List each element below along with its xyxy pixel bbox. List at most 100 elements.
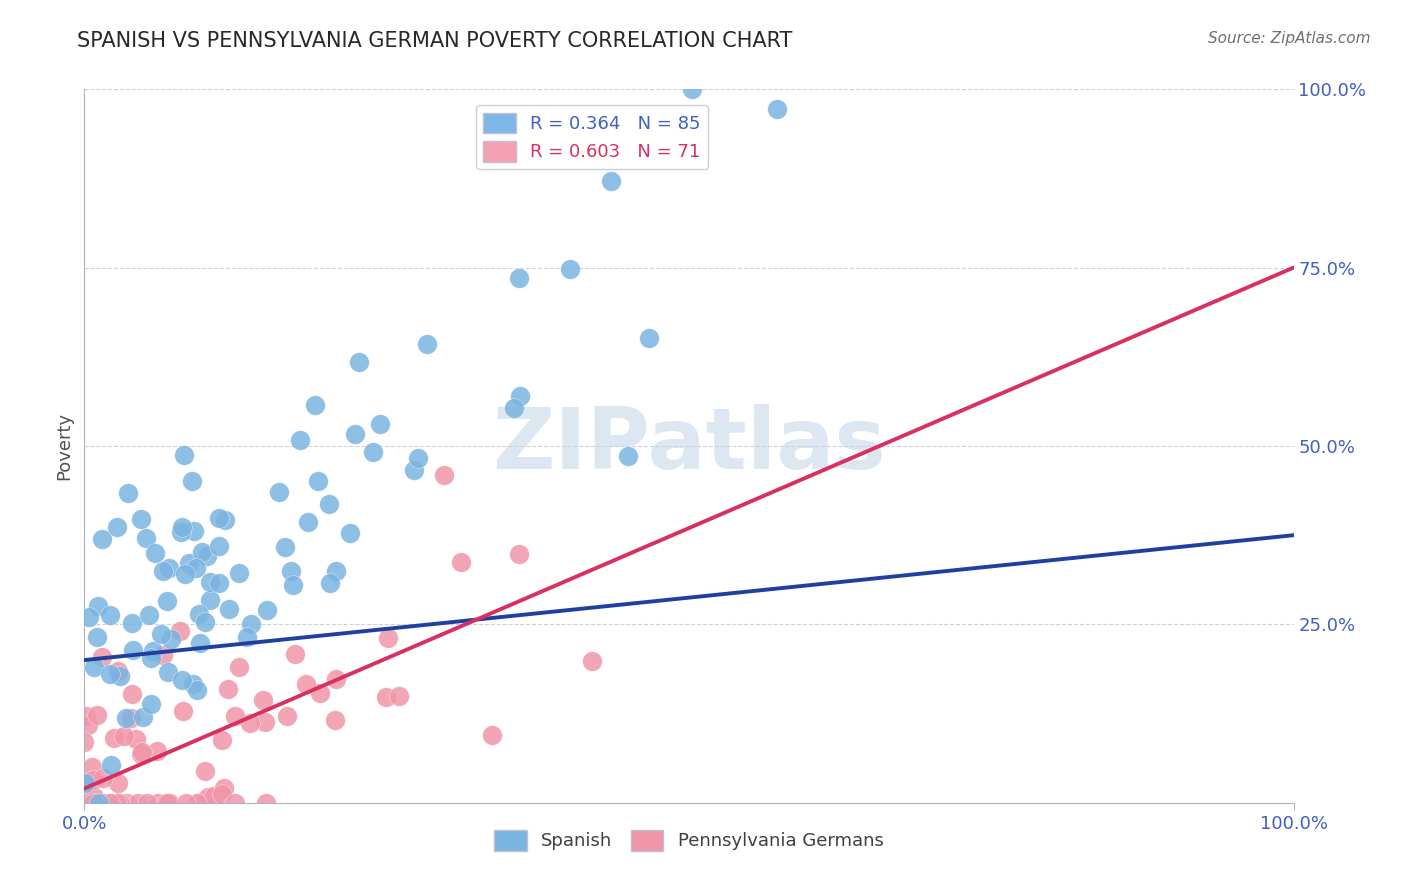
Point bbox=[368, 417, 391, 432]
Point bbox=[408, 451, 430, 466]
Point bbox=[304, 398, 326, 412]
Point bbox=[325, 564, 347, 578]
Point bbox=[415, 336, 437, 351]
Point bbox=[157, 560, 180, 574]
Point bbox=[284, 647, 307, 661]
Point bbox=[323, 713, 346, 727]
Point bbox=[86, 630, 108, 644]
Point bbox=[508, 271, 530, 285]
Point bbox=[509, 389, 531, 403]
Point bbox=[450, 555, 472, 569]
Point bbox=[156, 593, 179, 607]
Point bbox=[343, 427, 366, 442]
Point bbox=[347, 354, 370, 368]
Point bbox=[86, 707, 108, 722]
Point bbox=[152, 565, 174, 579]
Point bbox=[290, 434, 312, 448]
Point bbox=[142, 644, 165, 658]
Point bbox=[375, 690, 398, 704]
Point bbox=[193, 764, 215, 778]
Point bbox=[98, 666, 121, 681]
Point bbox=[105, 796, 128, 810]
Point bbox=[132, 710, 155, 724]
Point bbox=[77, 796, 100, 810]
Point bbox=[339, 525, 361, 540]
Point bbox=[599, 174, 621, 188]
Point bbox=[127, 796, 149, 810]
Point bbox=[141, 650, 163, 665]
Point bbox=[155, 796, 177, 810]
Point bbox=[200, 593, 222, 607]
Point bbox=[82, 796, 104, 810]
Point bbox=[214, 780, 236, 795]
Point bbox=[307, 475, 329, 489]
Text: ZIPatlas: ZIPatlas bbox=[492, 404, 886, 488]
Point bbox=[105, 796, 128, 810]
Point bbox=[558, 262, 581, 277]
Point bbox=[239, 715, 262, 730]
Point bbox=[160, 632, 183, 647]
Point bbox=[253, 715, 276, 730]
Point bbox=[318, 497, 340, 511]
Point bbox=[173, 448, 195, 462]
Point bbox=[107, 796, 129, 810]
Point bbox=[103, 731, 125, 745]
Point bbox=[256, 603, 278, 617]
Point bbox=[224, 796, 246, 810]
Text: SPANISH VS PENNSYLVANIA GERMAN POVERTY CORRELATION CHART: SPANISH VS PENNSYLVANIA GERMAN POVERTY C… bbox=[77, 31, 793, 51]
Point bbox=[90, 532, 112, 546]
Point bbox=[82, 772, 104, 787]
Point bbox=[191, 545, 214, 559]
Point bbox=[508, 547, 530, 561]
Point bbox=[503, 401, 526, 415]
Point bbox=[388, 689, 411, 703]
Point bbox=[156, 796, 179, 810]
Point bbox=[188, 635, 211, 649]
Point bbox=[117, 486, 139, 500]
Point bbox=[170, 673, 193, 687]
Point bbox=[581, 654, 603, 668]
Point bbox=[319, 576, 342, 591]
Point bbox=[308, 686, 330, 700]
Point bbox=[115, 796, 138, 810]
Point bbox=[637, 331, 659, 345]
Point bbox=[83, 790, 105, 805]
Point bbox=[170, 524, 193, 539]
Point bbox=[100, 758, 122, 772]
Point bbox=[197, 790, 219, 805]
Point bbox=[141, 697, 163, 711]
Point bbox=[198, 574, 221, 589]
Point bbox=[87, 796, 110, 810]
Point bbox=[82, 796, 104, 810]
Point bbox=[98, 608, 121, 623]
Point bbox=[208, 511, 231, 525]
Point bbox=[80, 760, 103, 774]
Point bbox=[157, 665, 180, 680]
Point bbox=[183, 677, 205, 691]
Point bbox=[218, 601, 240, 615]
Point bbox=[181, 474, 204, 488]
Point bbox=[281, 578, 304, 592]
Point bbox=[170, 520, 193, 534]
Point bbox=[115, 711, 138, 725]
Point bbox=[187, 796, 209, 810]
Text: Source: ZipAtlas.com: Source: ZipAtlas.com bbox=[1208, 31, 1371, 46]
Point bbox=[107, 664, 129, 678]
Point bbox=[138, 608, 160, 623]
Point bbox=[174, 566, 197, 581]
Point bbox=[183, 524, 205, 538]
Point bbox=[136, 796, 159, 810]
Point bbox=[267, 484, 290, 499]
Point bbox=[377, 632, 399, 646]
Point bbox=[404, 463, 426, 477]
Point bbox=[228, 660, 250, 674]
Point bbox=[135, 531, 157, 545]
Point bbox=[110, 668, 132, 682]
Point bbox=[228, 566, 250, 580]
Point bbox=[224, 709, 246, 723]
Point bbox=[297, 516, 319, 530]
Point bbox=[129, 511, 152, 525]
Point bbox=[129, 747, 152, 761]
Point bbox=[186, 683, 208, 698]
Point bbox=[108, 796, 131, 810]
